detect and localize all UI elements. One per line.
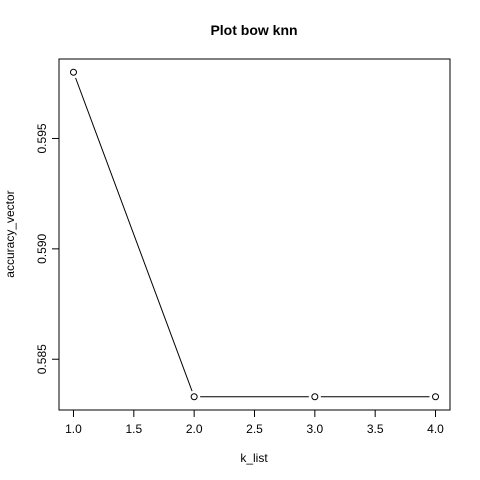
y-axis-label: accuracy_vector	[3, 190, 17, 277]
data-points	[69, 68, 440, 401]
chart-title: Plot bow knn	[210, 22, 297, 38]
x-tick-label: 3.5	[367, 422, 384, 436]
data-point	[432, 393, 440, 401]
y-tick-label: 0.595	[35, 123, 49, 153]
x-axis: 1.0 1.5 2.0 2.5 3.0 3.5 4.0	[65, 409, 444, 436]
y-axis: 0.585 0.590 0.595	[35, 123, 60, 374]
x-tick-label: 4.0	[427, 422, 444, 436]
plot-area-frame	[58, 58, 451, 411]
data-point	[311, 393, 319, 401]
x-tick-label: 3.0	[306, 422, 323, 436]
x-axis-label: k_list	[240, 451, 268, 465]
data-point	[69, 68, 77, 76]
data-point	[190, 393, 198, 401]
x-tick-label: 2.5	[246, 422, 263, 436]
x-tick-label: 1.0	[65, 422, 82, 436]
x-tick-label: 1.5	[125, 422, 142, 436]
x-tick-label: 2.0	[186, 422, 203, 436]
y-tick-label: 0.585	[35, 344, 49, 374]
y-tick-label: 0.590	[35, 234, 49, 264]
series-line-segments	[75, 77, 430, 398]
